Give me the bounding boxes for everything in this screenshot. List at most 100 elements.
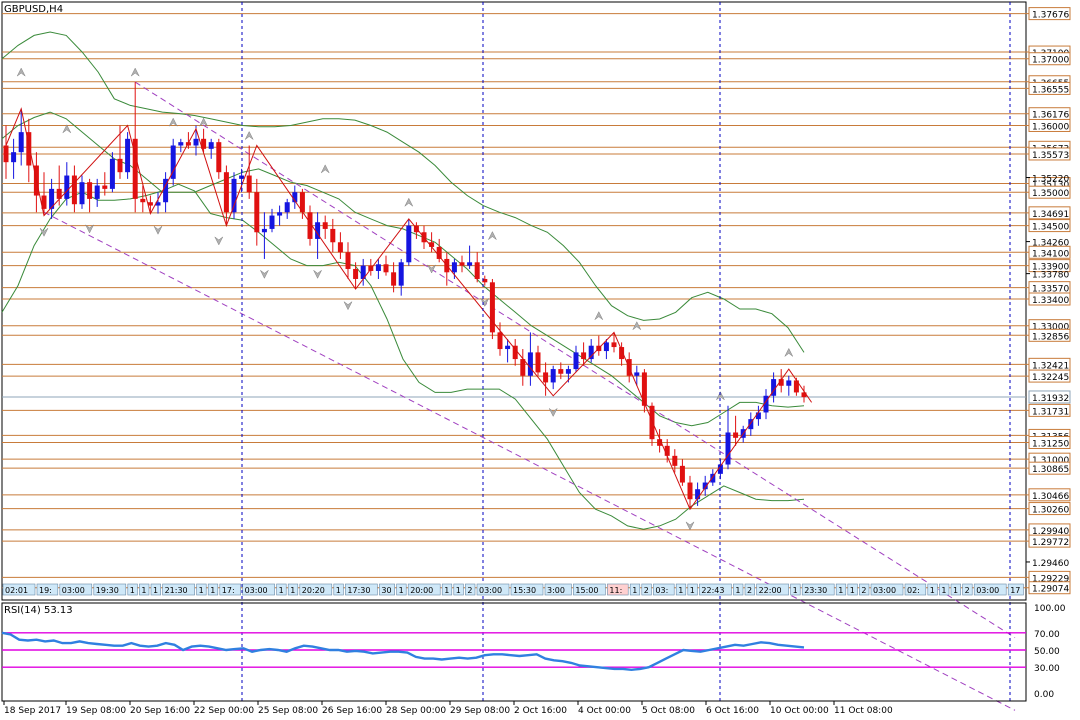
candle[interactable] [163,172,169,213]
candle[interactable] [201,128,207,153]
candle[interactable] [375,258,381,279]
candle[interactable] [79,175,85,209]
candle[interactable] [679,459,685,486]
candle[interactable] [132,82,138,213]
candle[interactable] [155,192,161,214]
candle[interactable] [581,342,587,366]
candle[interactable] [748,412,754,436]
candle[interactable] [725,405,731,470]
candle[interactable] [733,415,739,446]
candle[interactable] [588,339,594,363]
candle[interactable] [178,138,184,153]
candle[interactable] [512,339,518,366]
candle[interactable] [459,255,465,273]
candle[interactable] [771,372,777,403]
candle[interactable] [550,365,556,390]
candle[interactable] [322,215,328,239]
candle[interactable] [520,349,526,386]
candle[interactable] [763,389,769,420]
candle[interactable] [482,275,488,286]
candle[interactable] [467,245,473,269]
candle[interactable] [505,339,511,363]
candlestick-series[interactable] [3,82,807,510]
candle[interactable] [11,138,17,179]
candle[interactable] [147,195,153,213]
candle[interactable] [778,369,784,393]
candle[interactable] [246,145,252,199]
candle[interactable] [429,232,435,253]
candle[interactable] [71,165,77,213]
candle[interactable] [543,362,549,396]
candle[interactable] [216,138,222,179]
candle[interactable] [664,439,670,463]
candle[interactable] [330,218,336,253]
candle[interactable] [284,198,290,219]
candle[interactable] [315,212,321,259]
candle[interactable] [353,262,359,289]
candle[interactable] [254,178,260,246]
candle[interactable] [786,375,792,396]
candle[interactable] [64,162,70,206]
candle[interactable] [641,369,647,413]
candle[interactable] [558,362,564,380]
candle[interactable] [695,482,701,506]
candle[interactable] [87,178,93,213]
candle[interactable] [94,178,100,207]
candle[interactable] [109,152,115,193]
candle[interactable] [125,132,131,179]
candle[interactable] [292,185,298,209]
candle[interactable] [619,342,625,366]
candle[interactable] [223,165,229,226]
candle[interactable] [49,178,55,219]
candle[interactable] [801,385,807,403]
candle[interactable] [170,138,176,186]
candle-body [3,145,9,163]
candle[interactable] [672,449,678,473]
candle[interactable] [18,108,24,166]
candle[interactable] [261,212,267,259]
candle[interactable] [611,332,617,353]
candle[interactable] [391,262,397,293]
candle[interactable] [649,402,655,446]
candle[interactable] [657,429,663,453]
candle[interactable] [208,138,214,159]
candle[interactable] [573,345,579,373]
candle[interactable] [102,172,108,196]
candle[interactable] [345,242,351,279]
candle[interactable] [489,278,495,340]
candle[interactable] [535,345,541,376]
candle[interactable] [383,255,389,276]
candle[interactable] [527,332,533,386]
candle[interactable] [360,258,366,286]
candle[interactable] [140,185,146,213]
candle[interactable] [193,125,199,156]
candle[interactable] [299,188,305,219]
candle[interactable] [269,208,275,233]
candle[interactable] [497,322,503,356]
candle[interactable] [474,252,480,283]
candle[interactable] [755,405,761,426]
candle[interactable] [687,475,693,510]
candle[interactable] [451,258,457,279]
candle[interactable] [603,339,609,360]
candle[interactable] [231,172,237,219]
candle[interactable] [277,205,283,226]
candle[interactable] [398,258,404,296]
candle[interactable] [436,238,442,263]
fractal-up-arrow [168,117,178,127]
candle[interactable] [3,125,9,179]
candle[interactable] [717,459,723,480]
candle[interactable] [307,205,313,246]
session-tag-label: 1 [632,586,637,595]
candle[interactable] [26,118,32,183]
level-label-box [1028,534,1071,548]
candle-body [125,138,131,173]
fractal-up-arrow [244,130,254,140]
candle[interactable] [634,365,640,386]
candle[interactable] [337,232,343,259]
candle[interactable] [702,475,708,496]
price-tick-label: 1.29460 [1032,559,1069,569]
candle[interactable] [406,218,412,266]
candle[interactable] [41,172,47,216]
